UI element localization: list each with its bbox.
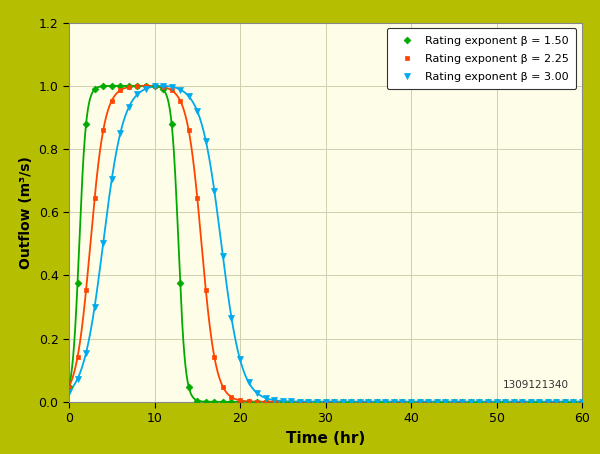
Legend: Rating exponent β = 1.50, Rating exponent β = 2.25, Rating exponent β = 3.00: Rating exponent β = 1.50, Rating exponen…	[387, 28, 577, 89]
Line: Rating exponent β = 3.00: Rating exponent β = 3.00	[66, 83, 585, 405]
Rating exponent β = 3.00	[176, 87, 184, 92]
X-axis label: Time (hr): Time (hr)	[286, 431, 365, 446]
Rating exponent β = 1.50	[176, 280, 184, 285]
Rating exponent β = 1.50	[194, 398, 201, 403]
Rating exponent β = 1.50	[125, 83, 133, 89]
Rating exponent β = 1.50	[391, 399, 398, 405]
Rating exponent β = 3.00	[518, 399, 526, 405]
Rating exponent β = 3.00	[254, 390, 261, 396]
Rating exponent β = 2.25	[578, 399, 586, 405]
Rating exponent β = 2.25	[254, 399, 261, 405]
Rating exponent β = 3.00	[65, 389, 73, 394]
Rating exponent β = 2.25	[142, 83, 149, 89]
Rating exponent β = 3.00	[194, 109, 201, 114]
Y-axis label: Outflow (m³/s): Outflow (m³/s)	[19, 156, 33, 269]
Rating exponent β = 1.50	[356, 399, 364, 405]
Rating exponent β = 1.50	[527, 399, 535, 405]
Rating exponent β = 3.00	[347, 399, 355, 405]
Rating exponent β = 2.25	[347, 399, 355, 405]
Rating exponent β = 2.25	[176, 98, 184, 104]
Rating exponent β = 2.25	[65, 384, 73, 390]
Rating exponent β = 2.25	[382, 399, 389, 405]
Rating exponent β = 3.00	[578, 399, 586, 405]
Text: 1309121340: 1309121340	[503, 380, 569, 390]
Rating exponent β = 1.50	[254, 399, 261, 405]
Rating exponent β = 3.00	[160, 83, 167, 89]
Rating exponent β = 1.50	[65, 384, 73, 390]
Rating exponent β = 2.25	[467, 399, 475, 405]
Rating exponent β = 2.25	[527, 399, 535, 405]
Line: Rating exponent β = 2.25: Rating exponent β = 2.25	[67, 84, 584, 404]
Rating exponent β = 1.50	[578, 399, 586, 405]
Line: Rating exponent β = 1.50: Rating exponent β = 1.50	[67, 84, 584, 404]
Rating exponent β = 3.00	[382, 399, 389, 405]
Rating exponent β = 2.25	[194, 195, 201, 200]
Rating exponent β = 1.50	[305, 399, 312, 405]
